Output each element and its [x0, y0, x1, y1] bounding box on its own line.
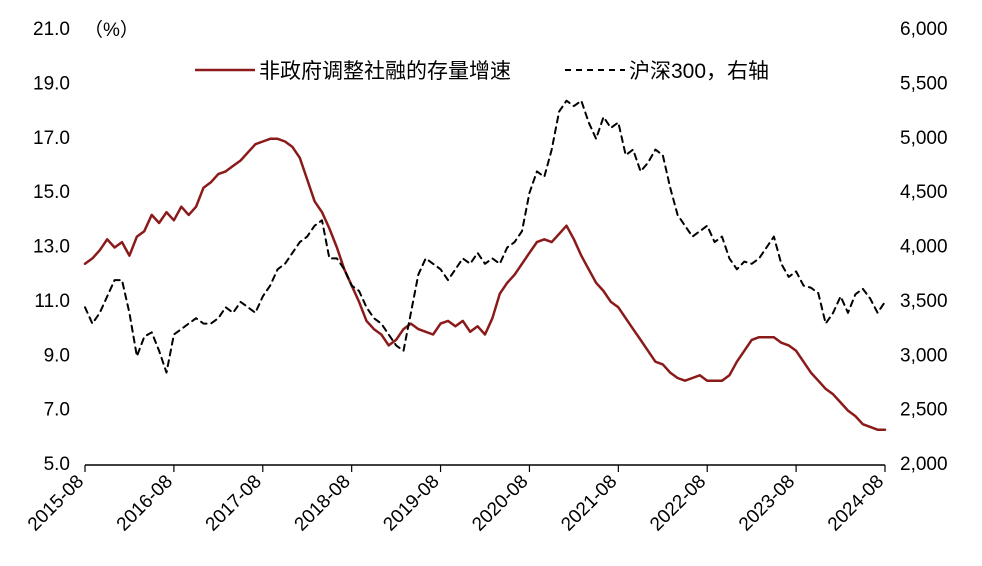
y2-tick-label: 3,000	[900, 345, 948, 366]
unit-label: （%）	[84, 19, 139, 41]
line-chart: 2015-082016-082017-082018-082019-082020-…	[0, 0, 982, 566]
y-tick-label: 19.0	[33, 73, 70, 94]
legend: 非政府调整社融的存量增速 沪深300，右轴	[195, 60, 769, 83]
legend-label: 非政府调整社融的存量增速	[259, 60, 511, 83]
y2-tick-label: 2,500	[900, 400, 948, 421]
y-tick-label: 5.0	[44, 454, 70, 475]
y2-tick-label: 4,000	[900, 237, 948, 258]
y2-tick-label: 6,000	[900, 19, 948, 40]
y-tick-label: 17.0	[33, 128, 70, 149]
y-tick-label: 11.0	[34, 291, 70, 312]
y-tick-label: 7.0	[44, 400, 70, 421]
y2-tick-label: 4,500	[900, 182, 948, 203]
y2-tick-label: 2,000	[900, 454, 948, 475]
legend-label: 沪深300，右轴	[629, 60, 769, 83]
y-tick-label: 15.0	[33, 182, 70, 203]
y2-tick-label: 5,000	[900, 128, 948, 149]
y2-tick-label: 5,500	[900, 73, 948, 94]
y-tick-label: 9.0	[44, 345, 70, 366]
y-tick-label: 13.0	[33, 237, 70, 258]
y-tick-label: 21.0	[33, 19, 70, 40]
y2-tick-label: 3,500	[900, 291, 948, 312]
